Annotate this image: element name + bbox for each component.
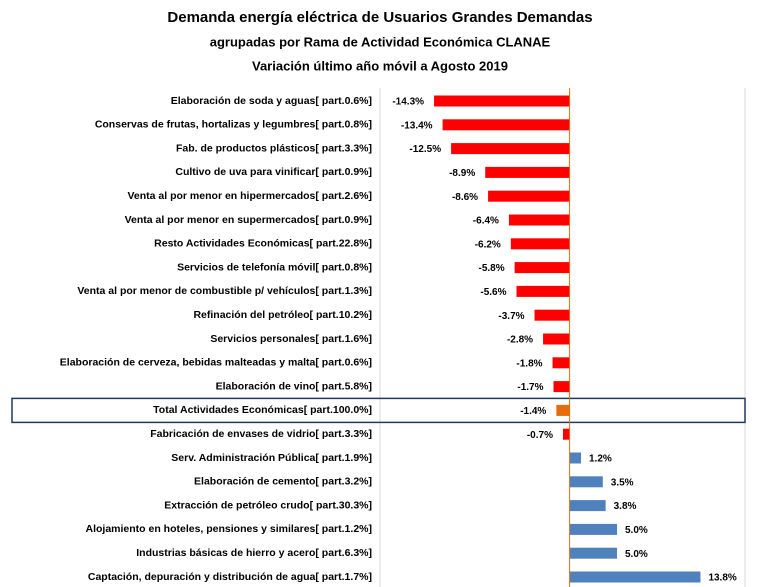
bar — [569, 571, 701, 583]
category-label: Total Actividades Económicas[ part.100.0… — [153, 404, 372, 416]
category-label: Elaboración de vino[ part.5.8%] — [216, 380, 372, 392]
bar — [510, 238, 570, 250]
value-label: -3.7% — [498, 311, 524, 322]
bar — [556, 404, 570, 416]
value-label: -8.6% — [452, 192, 478, 203]
value-label: -6.2% — [475, 239, 501, 250]
category-label: Fab. de productos plásticos[ part.3.3%] — [176, 142, 372, 154]
chart-title: Demanda energía eléctrica de Usuarios Gr… — [167, 9, 592, 26]
category-label: Servicios de telefonía móvil[ part.0.8%] — [177, 261, 372, 273]
bar — [534, 309, 570, 321]
value-label: -6.4% — [473, 216, 499, 227]
value-label: 3.8% — [614, 501, 637, 512]
bar — [514, 262, 570, 274]
value-label: -13.4% — [401, 120, 433, 131]
value-label: -8.9% — [449, 168, 475, 179]
value-label: -0.7% — [527, 430, 553, 441]
value-label: -1.8% — [516, 358, 542, 369]
category-label: Venta al por menor en supermercados[ par… — [125, 214, 372, 226]
category-label: Venta al por menor en hipermercados[ par… — [128, 190, 373, 202]
bar — [569, 476, 603, 488]
bar — [488, 190, 570, 202]
value-label: 1.2% — [589, 454, 612, 465]
category-label: Resto Actividades Económicas[ part.22.8%… — [154, 238, 372, 250]
bar — [569, 452, 581, 464]
value-label: 3.5% — [611, 477, 634, 488]
bar — [442, 119, 570, 131]
value-label: -1.4% — [520, 406, 546, 417]
value-label: -2.8% — [507, 335, 533, 346]
bar — [516, 285, 570, 297]
value-label: 5.0% — [625, 549, 648, 560]
category-label: Serv. Administración Pública[ part.1.9%] — [171, 452, 372, 464]
bar — [569, 547, 618, 559]
category-label: Elaboración de cerveza, bebidas malteada… — [60, 357, 372, 369]
category-label: Alojamiento en hoteles, pensiones y simi… — [85, 523, 372, 535]
bar — [451, 143, 570, 155]
category-label: Elaboración de cemento[ part.3.2%] — [194, 476, 372, 488]
category-label: Captación, depuración y distribución de … — [88, 571, 372, 583]
bar — [508, 214, 570, 226]
value-label: 13.8% — [708, 573, 736, 584]
category-label: Refinación del petróleo[ part.10.2%] — [193, 309, 372, 321]
bar — [543, 333, 570, 345]
category-label: Industrias básicas de hierro y acero[ pa… — [136, 547, 372, 559]
value-label: -5.8% — [478, 263, 504, 274]
bar — [569, 500, 606, 512]
highlight-box — [11, 397, 746, 424]
value-label: -14.3% — [392, 97, 424, 108]
chart-subtitle: Variación último año móvil a Agosto 2019 — [252, 58, 508, 73]
bar — [562, 428, 570, 440]
category-label: Servicios personales[ part.1.6%] — [210, 333, 372, 345]
bar — [569, 523, 618, 535]
value-label: -12.5% — [409, 144, 441, 155]
category-label: Conservas de frutas, hortalizas y legumb… — [95, 119, 372, 131]
category-label: Elaboración de soda y aguas[ part.0.6%] — [171, 95, 372, 107]
category-label: Extracción de petróleo crudo[ part.30.3%… — [164, 499, 372, 511]
bar — [553, 381, 570, 393]
bar — [434, 95, 570, 107]
category-label: Fabricación de envases de vidrio[ part.3… — [150, 428, 372, 440]
chart-subtitle: agrupadas por Rama de Actividad Económic… — [210, 34, 551, 49]
value-label: 5.0% — [625, 525, 648, 536]
category-label: Venta al por menor de combustible p/ veh… — [77, 285, 372, 297]
category-label: Cultivo de uva para vinificar[ part.0.9%… — [175, 166, 372, 178]
bar — [485, 166, 570, 178]
value-label: -5.6% — [480, 287, 506, 298]
value-label: -1.7% — [517, 382, 543, 393]
bar — [552, 357, 570, 369]
